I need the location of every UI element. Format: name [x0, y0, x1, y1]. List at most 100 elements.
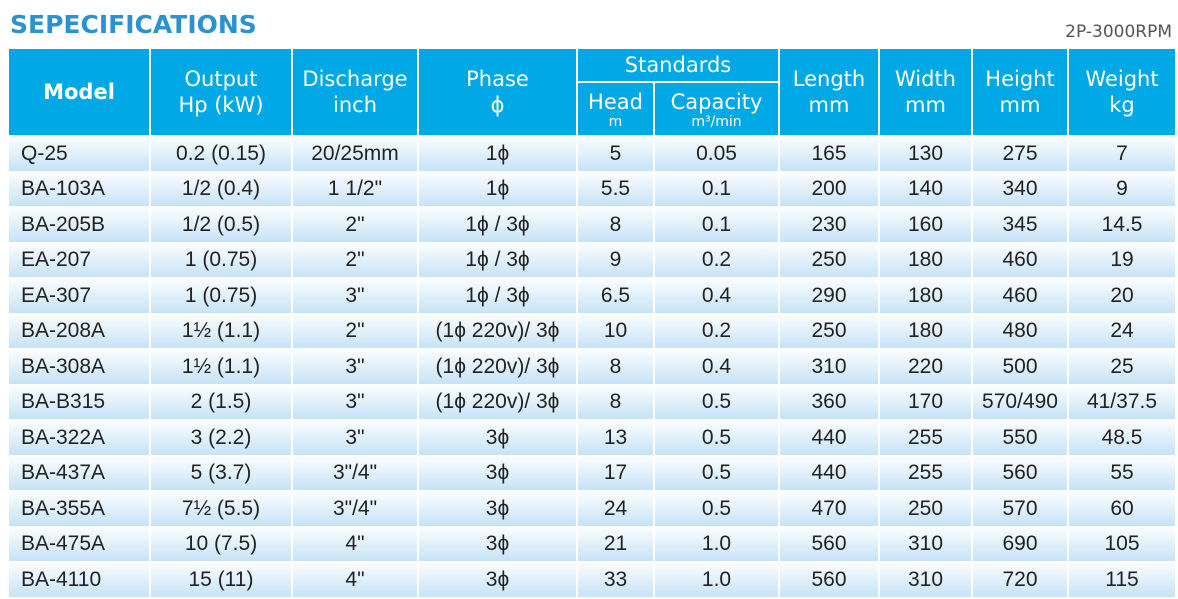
cell-phase: 1ϕ / 3ϕ	[419, 279, 576, 313]
cell-capacity: 0.2	[655, 243, 778, 277]
cell-height: 340	[973, 172, 1067, 206]
header-unit: m	[608, 114, 623, 130]
table-row: BA-322A 3 (2.2) 3" 3ϕ 13 0.5 440 255 550 48.5	[9, 421, 1175, 455]
cell-output: 1 (0.75)	[151, 243, 291, 277]
header-unit: m³/min	[691, 114, 742, 130]
table-row: BA-308A 1½ (1.1) 3" (1ϕ 220v)/ 3ϕ 8 0.4 310 220…	[9, 350, 1175, 384]
cell-weight: 48.5	[1069, 421, 1175, 455]
cell-weight: 7	[1069, 137, 1175, 171]
cell-output: 3 (2.2)	[151, 421, 291, 455]
cell-width: 255	[880, 456, 971, 490]
cell-discharge: 3"/4"	[293, 456, 417, 490]
cell-height: 500	[973, 350, 1067, 384]
cell-head: 8	[578, 350, 653, 384]
cell-phase: 1ϕ / 3ϕ	[419, 243, 576, 277]
cell-head: 17	[578, 456, 653, 490]
cell-phase: 1ϕ	[419, 172, 576, 206]
cell-weight: 19	[1069, 243, 1175, 277]
cell-width: 180	[880, 243, 971, 277]
cell-width: 255	[880, 421, 971, 455]
cell-width: 310	[880, 527, 971, 561]
cell-head: 8	[578, 385, 653, 419]
cell-length: 250	[780, 243, 878, 277]
cell-height: 720	[973, 563, 1067, 597]
cell-head: 8	[578, 208, 653, 242]
cell-width: 180	[880, 314, 971, 348]
cell-height: 460	[973, 279, 1067, 313]
cell-capacity: 0.2	[655, 314, 778, 348]
rpm-label: 2P-3000RPM	[1065, 22, 1172, 42]
table-row: EA-207 1 (0.75) 2" 1ϕ / 3ϕ 9 0.2 250 180 460 19	[9, 243, 1175, 277]
spec-table: Model Output Hp (kW) Discharge inch Phase ϕ…	[7, 47, 1177, 599]
cell-phase: 1ϕ / 3ϕ	[419, 208, 576, 242]
cell-capacity: 0.5	[655, 456, 778, 490]
cell-capacity: 0.5	[655, 385, 778, 419]
cell-model: BA-322A	[9, 421, 149, 455]
cell-output: 1½ (1.1)	[151, 350, 291, 384]
cell-weight: 41/37.5	[1069, 385, 1175, 419]
cell-output: 0.2 (0.15)	[151, 137, 291, 171]
header-length: Length mm	[780, 49, 878, 135]
cell-height: 550	[973, 421, 1067, 455]
cell-height: 460	[973, 243, 1067, 277]
cell-height: 275	[973, 137, 1067, 171]
header-text: Width	[894, 67, 956, 91]
header-text: kg	[1109, 93, 1135, 117]
header-text: mm	[999, 93, 1041, 117]
cell-discharge: 1 1/2"	[293, 172, 417, 206]
cell-width: 130	[880, 137, 971, 171]
cell-length: 470	[780, 492, 878, 526]
cell-head: 33	[578, 563, 653, 597]
cell-model: Q-25	[9, 137, 149, 171]
header-model: Model	[9, 49, 149, 135]
cell-model: EA-307	[9, 279, 149, 313]
cell-output: 1½ (1.1)	[151, 314, 291, 348]
header-output: Output Hp (kW)	[151, 49, 291, 135]
cell-discharge: 20/25mm	[293, 137, 417, 171]
table-row: BA-437A 5 (3.7) 3"/4" 3ϕ 17 0.5 440 255 560 55	[9, 456, 1175, 490]
cell-capacity: 0.5	[655, 492, 778, 526]
table-row: EA-307 1 (0.75) 3" 1ϕ / 3ϕ 6.5 0.4 290 180 460 20	[9, 279, 1175, 313]
cell-width: 160	[880, 208, 971, 242]
cell-discharge: 3"/4"	[293, 492, 417, 526]
cell-weight: 9	[1069, 172, 1175, 206]
cell-head: 10	[578, 314, 653, 348]
cell-weight: 20	[1069, 279, 1175, 313]
cell-length: 165	[780, 137, 878, 171]
cell-weight: 24	[1069, 314, 1175, 348]
cell-discharge: 3"	[293, 279, 417, 313]
cell-phase: 3ϕ	[419, 492, 576, 526]
cell-model: BA-208A	[9, 314, 149, 348]
cell-head: 24	[578, 492, 653, 526]
cell-discharge: 2"	[293, 243, 417, 277]
header-text: Head	[588, 90, 643, 114]
cell-width: 140	[880, 172, 971, 206]
header-text: Hp (kW)	[178, 93, 264, 117]
cell-phase: (1ϕ 220v)/ 3ϕ	[419, 350, 576, 384]
cell-discharge: 3"	[293, 350, 417, 384]
cell-output: 7½ (5.5)	[151, 492, 291, 526]
cell-model: BA-355A	[9, 492, 149, 526]
cell-phase: (1ϕ 220v)/ 3ϕ	[419, 314, 576, 348]
table-row: BA-355A 7½ (5.5) 3"/4" 3ϕ 24 0.5 470 250 570 60	[9, 492, 1175, 526]
cell-discharge: 4"	[293, 563, 417, 597]
table-row: BA-475A 10 (7.5) 4" 3ϕ 21 1.0 560 310 690 105	[9, 527, 1175, 561]
cell-height: 570/490	[973, 385, 1067, 419]
cell-model: BA-437A	[9, 456, 149, 490]
header-discharge: Discharge inch	[293, 49, 417, 135]
cell-discharge: 3"	[293, 385, 417, 419]
cell-capacity: 0.1	[655, 172, 778, 206]
header-weight: Weight kg	[1069, 49, 1175, 135]
cell-model: BA-205B	[9, 208, 149, 242]
cell-discharge: 4"	[293, 527, 417, 561]
cell-model: BA-103A	[9, 172, 149, 206]
cell-discharge: 3"	[293, 421, 417, 455]
cell-discharge: 2"	[293, 314, 417, 348]
cell-length: 230	[780, 208, 878, 242]
header-text: mm	[808, 93, 850, 117]
header-text: Phase	[466, 67, 529, 91]
header-text: Weight	[1085, 67, 1159, 91]
cell-head: 5.5	[578, 172, 653, 206]
header-text: ϕ	[490, 93, 505, 117]
cell-phase: 3ϕ	[419, 456, 576, 490]
